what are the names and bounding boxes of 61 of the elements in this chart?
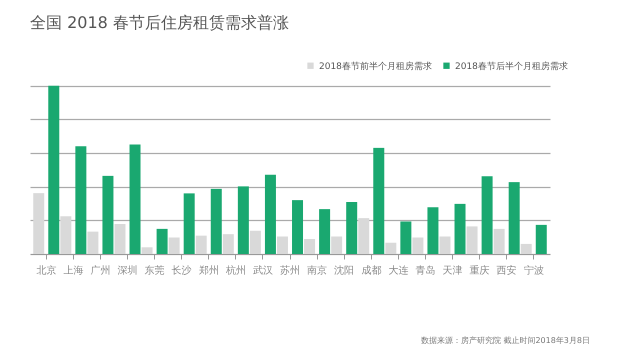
x-tick-label: 宁波 [524, 264, 544, 276]
bar [87, 232, 98, 254]
bar [482, 176, 493, 254]
bar [466, 226, 478, 254]
bar [60, 216, 72, 254]
bar [536, 224, 547, 254]
bar [196, 236, 207, 254]
x-tick-label: 武汉 [252, 264, 273, 276]
x-tick-label: 苏州 [280, 264, 300, 276]
bar [304, 239, 316, 254]
bar [48, 86, 60, 254]
bar [331, 236, 342, 254]
bar [102, 176, 114, 254]
x-tick-label: 沈阳 [334, 264, 354, 276]
bar [373, 148, 384, 254]
bar [33, 193, 44, 254]
bar [130, 144, 141, 254]
x-tick-label: 大连 [388, 264, 408, 276]
x-tick-label: 杭州 [224, 264, 246, 276]
bar [250, 230, 261, 254]
bar [156, 228, 168, 254]
bar [385, 242, 396, 254]
bar [508, 182, 520, 254]
bar [292, 200, 304, 254]
legend-label: 2018春节前半个月租房需求 [319, 60, 432, 72]
bar [358, 218, 370, 254]
x-tick-label: 青岛 [415, 264, 436, 276]
bar [114, 224, 126, 254]
bar [319, 209, 330, 254]
x-tick-label: 郑州 [198, 264, 219, 276]
x-tick-label: 长沙 [172, 264, 192, 276]
bar [412, 238, 424, 254]
x-tick-label: 成都 [361, 264, 382, 276]
x-tick-label: 南京 [307, 264, 328, 276]
bar [439, 236, 450, 254]
bar [276, 236, 288, 254]
bar [75, 146, 86, 254]
bar [184, 193, 195, 254]
x-tick-label: 重庆 [470, 264, 490, 276]
bar [222, 234, 234, 254]
x-tick-label: 东莞 [144, 264, 165, 276]
bar [346, 202, 358, 254]
x-tick-label: 天津 [442, 264, 462, 276]
bar [427, 207, 438, 254]
bar [400, 222, 412, 254]
bar [264, 174, 276, 254]
bar [142, 247, 153, 254]
x-tick-label: 上海 [63, 264, 84, 276]
bar [210, 188, 222, 254]
legend-label: 2018春节后半个月租房需求 [455, 60, 568, 72]
x-tick-label: 深圳 [118, 264, 138, 276]
bar [494, 228, 505, 254]
x-tick-label: 广州 [90, 264, 110, 276]
x-tick-label: 西安 [496, 264, 517, 276]
bar [168, 238, 180, 254]
bar [238, 186, 249, 254]
source-note: 数据来源：房产研究院 截止时间2018年3月8日 [420, 336, 590, 345]
bar [454, 204, 466, 254]
chart-title: 全国 2018 春节后住房租赁需求普涨 [30, 13, 289, 32]
bar [520, 244, 532, 254]
x-tick-label: 北京 [36, 264, 56, 276]
